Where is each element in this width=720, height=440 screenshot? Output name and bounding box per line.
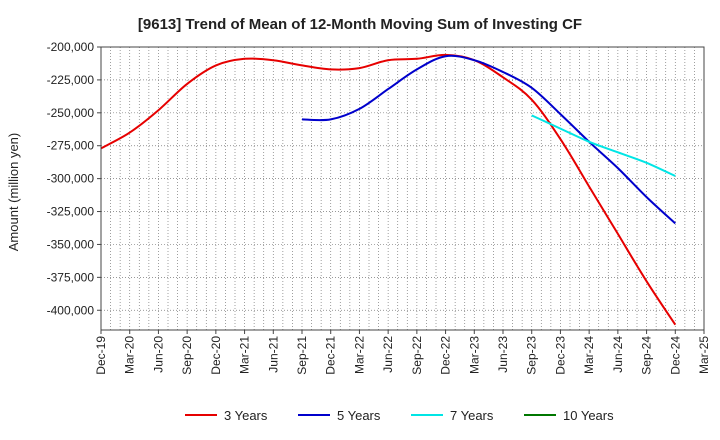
x-tick-label: Dec-24 [668,336,682,375]
x-tick-label: Sep-24 [640,336,654,375]
series-lines [100,53,677,326]
legend: 3 Years 5 Years 7 Years 10 Years [185,408,614,423]
x-tick-label: Jun-20 [151,336,165,373]
x-tick-label: Dec-19 [94,336,108,375]
y-tick-label: -275,000 [47,139,95,153]
series-line-3-years [100,53,677,326]
x-tick-label: Jun-23 [496,336,510,373]
x-axis: Dec-19 Mar-20 Jun-20 Sep-20 Dec-20 Mar-21 Jun-… [94,330,711,375]
legend-label: 10 Years [563,408,614,423]
y-tick-label: -225,000 [47,73,95,87]
y-tick-label: -325,000 [47,205,95,219]
legend-label: 3 Years [224,408,268,423]
x-tick-label: Sep-20 [180,336,194,375]
y-tick-label: -350,000 [47,237,95,251]
y-tick-label: -375,000 [47,270,95,284]
y-tick-label: -400,000 [47,303,95,317]
x-tick-label: Mar-25 [697,336,711,374]
legend-label: 7 Years [450,408,494,423]
x-tick-label: Jun-24 [611,336,625,373]
plot-area [100,46,705,331]
chart-title: [9613] Trend of Mean of 12-Month Moving … [138,16,582,33]
x-tick-label: Dec-22 [439,336,453,375]
x-tick-label: Jun-22 [381,336,395,373]
series-line-5-years [301,54,676,225]
legend-label: 5 Years [337,408,381,423]
x-tick-label: Dec-23 [553,336,567,375]
y-tick-label: -200,000 [47,40,95,54]
x-tick-label: Jun-21 [266,336,280,373]
y-axis: -200,000 -225,000 -250,000 -275,000 -300,000… [47,40,101,317]
x-tick-label: Sep-23 [525,336,539,375]
x-tick-label: Sep-22 [410,336,424,375]
y-axis-label: Amount (million yen) [6,133,21,252]
x-tick-label: Mar-24 [582,336,596,374]
x-tick-label: Sep-21 [295,336,309,375]
y-tick-label: -300,000 [47,172,95,186]
x-tick-label: Dec-20 [209,336,223,375]
x-tick-label: Dec-21 [324,336,338,375]
grid [100,46,705,330]
x-tick-label: Mar-21 [238,336,252,374]
x-tick-label: Mar-20 [123,336,137,374]
y-tick-label: -250,000 [47,106,95,120]
x-tick-label: Mar-23 [467,336,481,374]
x-tick-label: Mar-22 [352,336,366,374]
series-line-7-years [531,114,676,177]
